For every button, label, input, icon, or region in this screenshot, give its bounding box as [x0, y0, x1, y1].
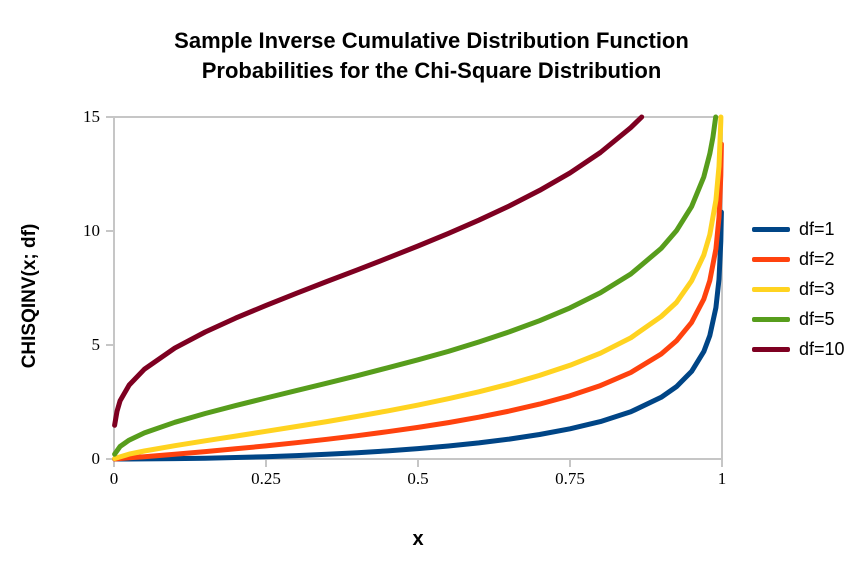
y-tick-label: 0 — [91, 449, 101, 468]
chart-title: Sample Inverse Cumulative Distribution F… — [0, 26, 863, 86]
legend-item-df=5: df=5 — [752, 309, 845, 330]
chart-title-line1: Sample Inverse Cumulative Distribution F… — [174, 28, 689, 53]
legend-label: df=3 — [799, 279, 835, 299]
legend-line-swatch — [752, 257, 790, 262]
series-line-df=3 — [112, 114, 724, 461]
series-line-df=10 — [112, 114, 645, 428]
series-line-df=5 — [112, 114, 719, 457]
legend-line-swatch — [752, 347, 790, 352]
legend-item-df=1: df=1 — [752, 219, 845, 240]
legend: df=1 df=2 df=3 df=5 df=10 — [752, 219, 845, 360]
chart-title-line2: Probabilities for the Chi-Square Distrib… — [201, 58, 662, 83]
x-tick-label: 0.5 — [407, 469, 429, 488]
y-tick-label: 5 — [91, 335, 101, 354]
y-tick-label: 15 — [83, 107, 100, 126]
x-tick-label: 0 — [109, 469, 119, 488]
legend-item-df=3: df=3 — [752, 279, 845, 300]
legend-line-swatch — [752, 317, 790, 322]
series-line-df=2 — [112, 141, 724, 462]
legend-line-swatch — [752, 287, 790, 292]
legend-label: df=2 — [799, 249, 835, 269]
y-tick-label: 10 — [83, 221, 100, 240]
legend-label: df=1 — [799, 219, 835, 239]
plot-frame — [113, 116, 723, 460]
series-line-df=1 — [112, 209, 724, 462]
legend-label: df=5 — [799, 309, 835, 329]
x-tick-label: 0.75 — [555, 469, 585, 488]
legend-item-df=2: df=2 — [752, 249, 845, 270]
x-tick-label: 1 — [717, 469, 727, 488]
legend-line-swatch — [752, 227, 790, 232]
x-tick-label: 0.25 — [251, 469, 281, 488]
x-axis-title: x — [412, 528, 424, 550]
legend-item-df=10: df=10 — [752, 339, 845, 360]
legend-label: df=10 — [799, 339, 845, 359]
